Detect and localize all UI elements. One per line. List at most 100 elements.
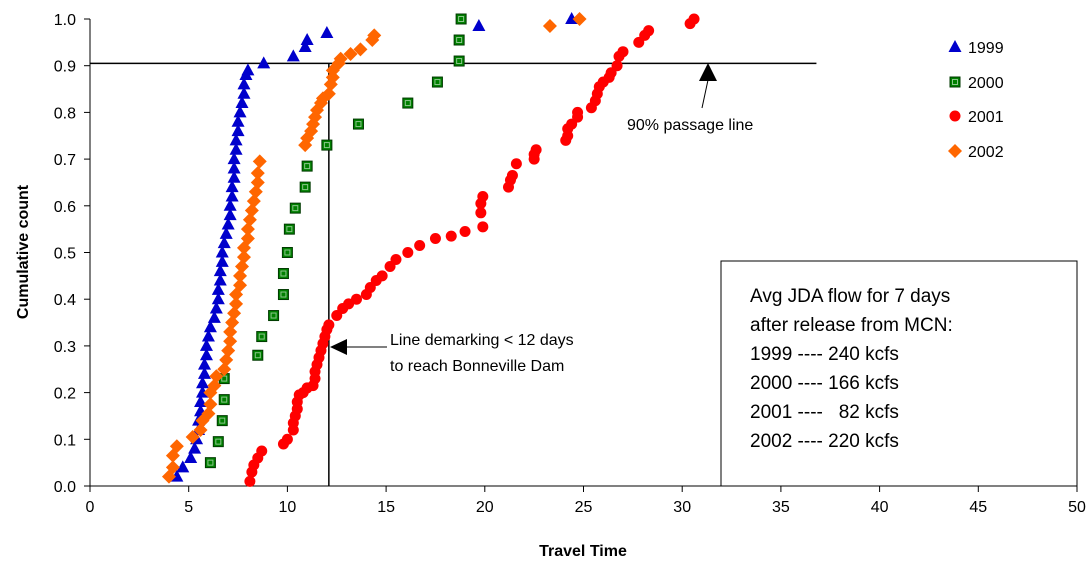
legend-marker-2001 (949, 110, 961, 122)
point-2000 (218, 394, 230, 406)
y-tick-label: 0.5 (54, 246, 76, 263)
point-2000 (212, 436, 224, 448)
point-2001 (611, 60, 623, 72)
point-1999 (223, 208, 237, 221)
point-2000 (453, 55, 465, 67)
point-1999 (229, 133, 243, 146)
point-1999 (203, 320, 217, 333)
point-2002 (201, 406, 216, 421)
point-2000-inner (207, 459, 214, 466)
x-tick-label: 50 (1068, 499, 1086, 516)
point-2000-inner (221, 396, 228, 403)
flow-box-line-5: 2001 ---- 82 kcfs (750, 402, 899, 423)
series-layer (161, 12, 700, 487)
x-axis-ticks: 0 5 10 15 20 25 30 35 40 45 50 (86, 486, 1086, 516)
point-2002 (219, 352, 234, 367)
point-2002 (321, 86, 336, 101)
legend: 1999 2000 2001 2002 (948, 40, 1004, 161)
point-2001 (688, 13, 700, 25)
point-1999 (300, 33, 314, 46)
point-1999 (196, 376, 210, 389)
point-2000 (289, 202, 301, 214)
point-2002 (223, 324, 238, 339)
point-2000 (204, 457, 216, 469)
point-2000-inner (215, 438, 222, 445)
legend-marker-1999 (948, 40, 962, 52)
point-1999 (235, 96, 249, 109)
point-1999 (227, 152, 241, 165)
point-1999 (257, 56, 271, 69)
point-2001 (477, 190, 489, 202)
point-2000 (216, 415, 228, 427)
legend-marker-2000-inner (952, 79, 958, 85)
point-1999 (237, 77, 251, 90)
point-1999 (207, 310, 221, 323)
x-tick-label: 0 (86, 499, 95, 516)
x-tick-label: 15 (377, 499, 395, 516)
point-2002 (250, 166, 265, 181)
point-2001 (390, 254, 402, 266)
point-2002 (169, 439, 184, 454)
point-2002 (203, 397, 218, 412)
point-1999 (213, 264, 227, 277)
point-2002 (229, 296, 244, 311)
point-2002 (333, 51, 348, 66)
point-2000-inner (284, 249, 291, 256)
point-2000 (281, 247, 293, 258)
point-2002 (234, 259, 249, 274)
point-2002 (227, 306, 242, 321)
point-2002 (252, 154, 267, 169)
legend-label-1999: 1999 (968, 40, 1004, 57)
point-2001 (323, 319, 335, 331)
point-1999 (472, 19, 486, 32)
point-2000 (277, 289, 289, 301)
point-2001 (429, 232, 441, 244)
legend-item-1999: 1999 (948, 40, 1004, 57)
reference-lines (90, 62, 817, 486)
point-1999 (215, 245, 229, 258)
point-2002 (246, 194, 261, 209)
point-2001 (402, 247, 414, 258)
point-1999 (176, 460, 190, 473)
point-2001 (510, 158, 522, 170)
point-2000 (256, 331, 268, 343)
y-tick-label: 0.7 (54, 152, 76, 169)
x-tick-label: 25 (575, 499, 593, 516)
point-2002 (223, 334, 238, 349)
point-2000-inner (434, 79, 441, 86)
point-2001 (617, 46, 629, 58)
point-2002 (240, 231, 255, 246)
point-1999 (231, 114, 245, 127)
y-tick-label: 0.4 (54, 292, 76, 309)
point-2000 (301, 160, 313, 172)
point-1999 (219, 226, 233, 239)
point-2000 (321, 139, 333, 151)
point-1999 (229, 142, 243, 155)
point-2001 (281, 433, 293, 445)
point-2001 (445, 230, 457, 242)
point-2002 (221, 343, 236, 358)
point-1999 (209, 301, 223, 314)
point-2000 (431, 76, 443, 88)
x-tick-label: 30 (673, 499, 691, 516)
point-2000 (402, 97, 414, 109)
point-2002 (542, 19, 557, 34)
point-2000-inner (270, 312, 277, 319)
point-1999 (199, 338, 213, 351)
legend-label-2002: 2002 (968, 144, 1004, 161)
point-1999 (227, 161, 241, 174)
legend-label-2000: 2000 (968, 75, 1004, 92)
point-2000 (252, 349, 264, 361)
point-2002 (325, 70, 340, 85)
x-tick-label: 45 (969, 499, 987, 516)
passage-arrow-shaft (701, 79, 709, 109)
point-2002 (193, 422, 208, 437)
y-tick-label: 0.1 (54, 432, 76, 449)
point-1999 (199, 348, 213, 361)
point-1999 (241, 63, 255, 76)
point-2001 (376, 270, 388, 282)
point-2001 (506, 169, 518, 181)
y-tick-label: 0.2 (54, 386, 76, 403)
point-2000 (352, 118, 364, 130)
point-1999 (225, 189, 239, 202)
